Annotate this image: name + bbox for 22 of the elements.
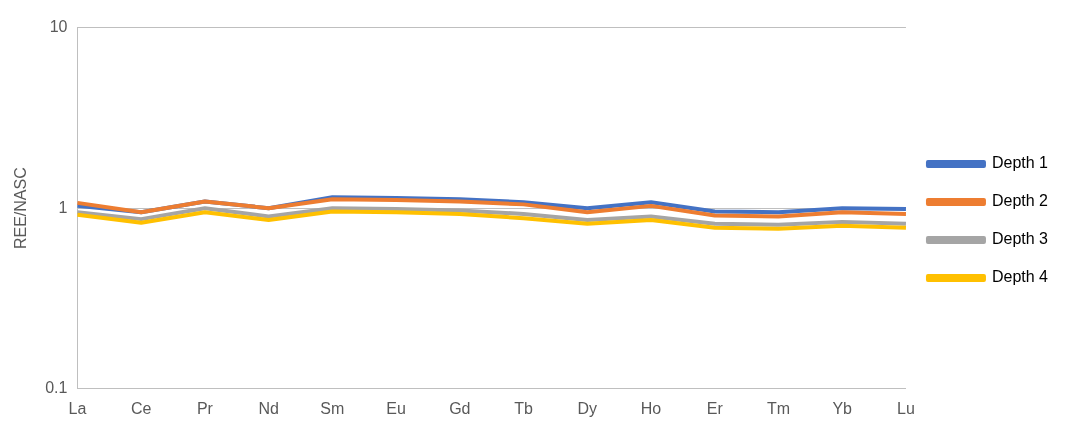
x-tick-label: Eu: [386, 399, 406, 417]
x-tick-label: Yb: [832, 399, 853, 417]
x-tick-label: Tm: [766, 399, 791, 417]
x-tick-label: Ho: [640, 399, 662, 417]
x-tick-label: Dy: [577, 399, 598, 417]
x-tick-label: Sm: [320, 399, 345, 417]
legend-label: Depth 3: [991, 230, 1049, 248]
x-tick-label: Lu: [897, 399, 915, 417]
x-tick-label: Nd: [258, 399, 279, 417]
y-tick-label: 1: [58, 198, 68, 216]
legend-label: Depth 2: [991, 192, 1049, 210]
legend-label: Depth 1: [991, 154, 1049, 172]
x-tick-label: Pr: [196, 399, 214, 417]
x-tick-label: La: [68, 399, 87, 417]
x-tick-label: Tb: [514, 399, 534, 417]
x-tick-label: Er: [706, 399, 724, 417]
y-axis-title: REE/NASC: [12, 167, 30, 250]
x-tick-label: Gd: [449, 399, 471, 417]
x-tick-label: Ce: [130, 399, 152, 417]
y-tick-label: 10: [49, 18, 68, 36]
legend-label: Depth 4: [991, 268, 1049, 286]
y-tick-label: 0.1: [45, 379, 68, 397]
